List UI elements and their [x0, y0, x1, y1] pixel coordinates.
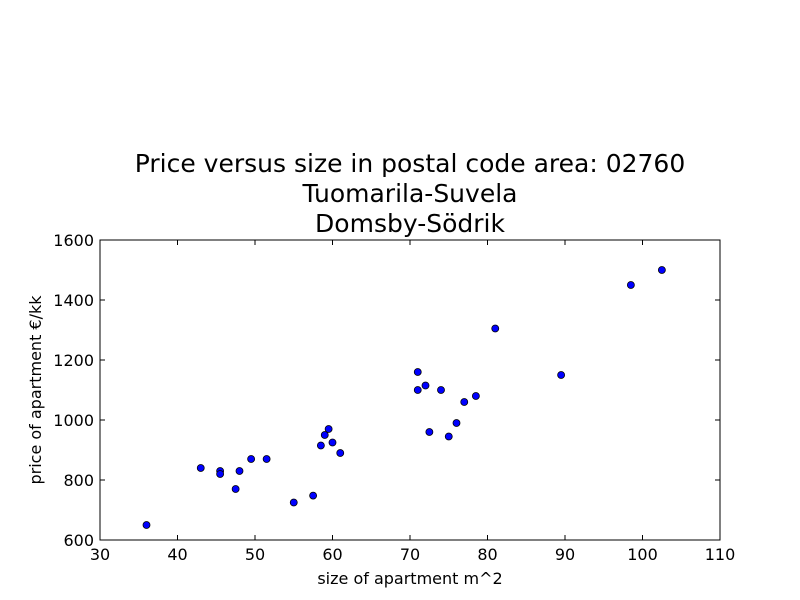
y-tick-label: 1600	[53, 231, 94, 250]
x-tick-label: 50	[245, 545, 265, 564]
data-point	[289, 498, 298, 507]
data-point	[491, 324, 500, 333]
x-tick-label: 110	[705, 545, 736, 564]
x-axis-label: size of apartment m^2	[317, 569, 502, 588]
data-point	[231, 485, 240, 493]
data-point	[309, 491, 318, 500]
data-point	[657, 266, 666, 274]
data-points	[142, 266, 666, 529]
data-point	[626, 281, 635, 289]
data-point	[460, 398, 469, 406]
x-tick-label: 80	[477, 545, 497, 564]
chart-title-line-2: Tuomarila-Suvela	[302, 179, 518, 208]
y-tick-label: 1400	[53, 291, 94, 310]
data-point	[413, 386, 422, 394]
data-point	[316, 441, 325, 450]
x-tick-label: 30	[90, 545, 110, 564]
data-point	[437, 386, 445, 394]
data-point	[320, 431, 329, 439]
data-point	[452, 419, 461, 427]
x-tick-label: 90	[555, 545, 575, 564]
data-point	[142, 521, 151, 529]
data-point	[336, 449, 345, 457]
data-point	[425, 428, 434, 436]
data-point	[444, 432, 453, 441]
axis-ticks: 30 40 50 60 70 80 90 100 110 600 800 1000 1200 1400 16…	[53, 231, 735, 564]
x-tick-label: 40	[167, 545, 187, 564]
y-tick-label: 1200	[53, 351, 94, 370]
y-axis-label: price of apartment €/kk	[26, 295, 45, 485]
data-point	[328, 438, 337, 447]
data-point	[196, 464, 205, 472]
x-tick-label: 60	[322, 545, 342, 564]
data-point	[413, 368, 422, 376]
data-point	[421, 381, 430, 390]
x-tick-label: 100	[627, 545, 658, 564]
y-tick-label: 600	[63, 531, 94, 550]
data-point	[324, 425, 333, 433]
y-tick-label: 1000	[53, 411, 94, 430]
data-point	[247, 455, 256, 463]
plot-area	[99, 239, 721, 541]
data-point	[471, 392, 480, 400]
data-point	[216, 470, 225, 478]
data-point	[235, 467, 244, 475]
y-tick-label: 800	[63, 471, 94, 490]
x-tick-label: 70	[400, 545, 420, 564]
chart-title-line-1: Price versus size in postal code area: 0…	[135, 149, 685, 178]
chart-title-line-3: Domsby-Södrik	[315, 209, 505, 238]
data-point	[557, 371, 566, 379]
data-point	[262, 455, 271, 463]
